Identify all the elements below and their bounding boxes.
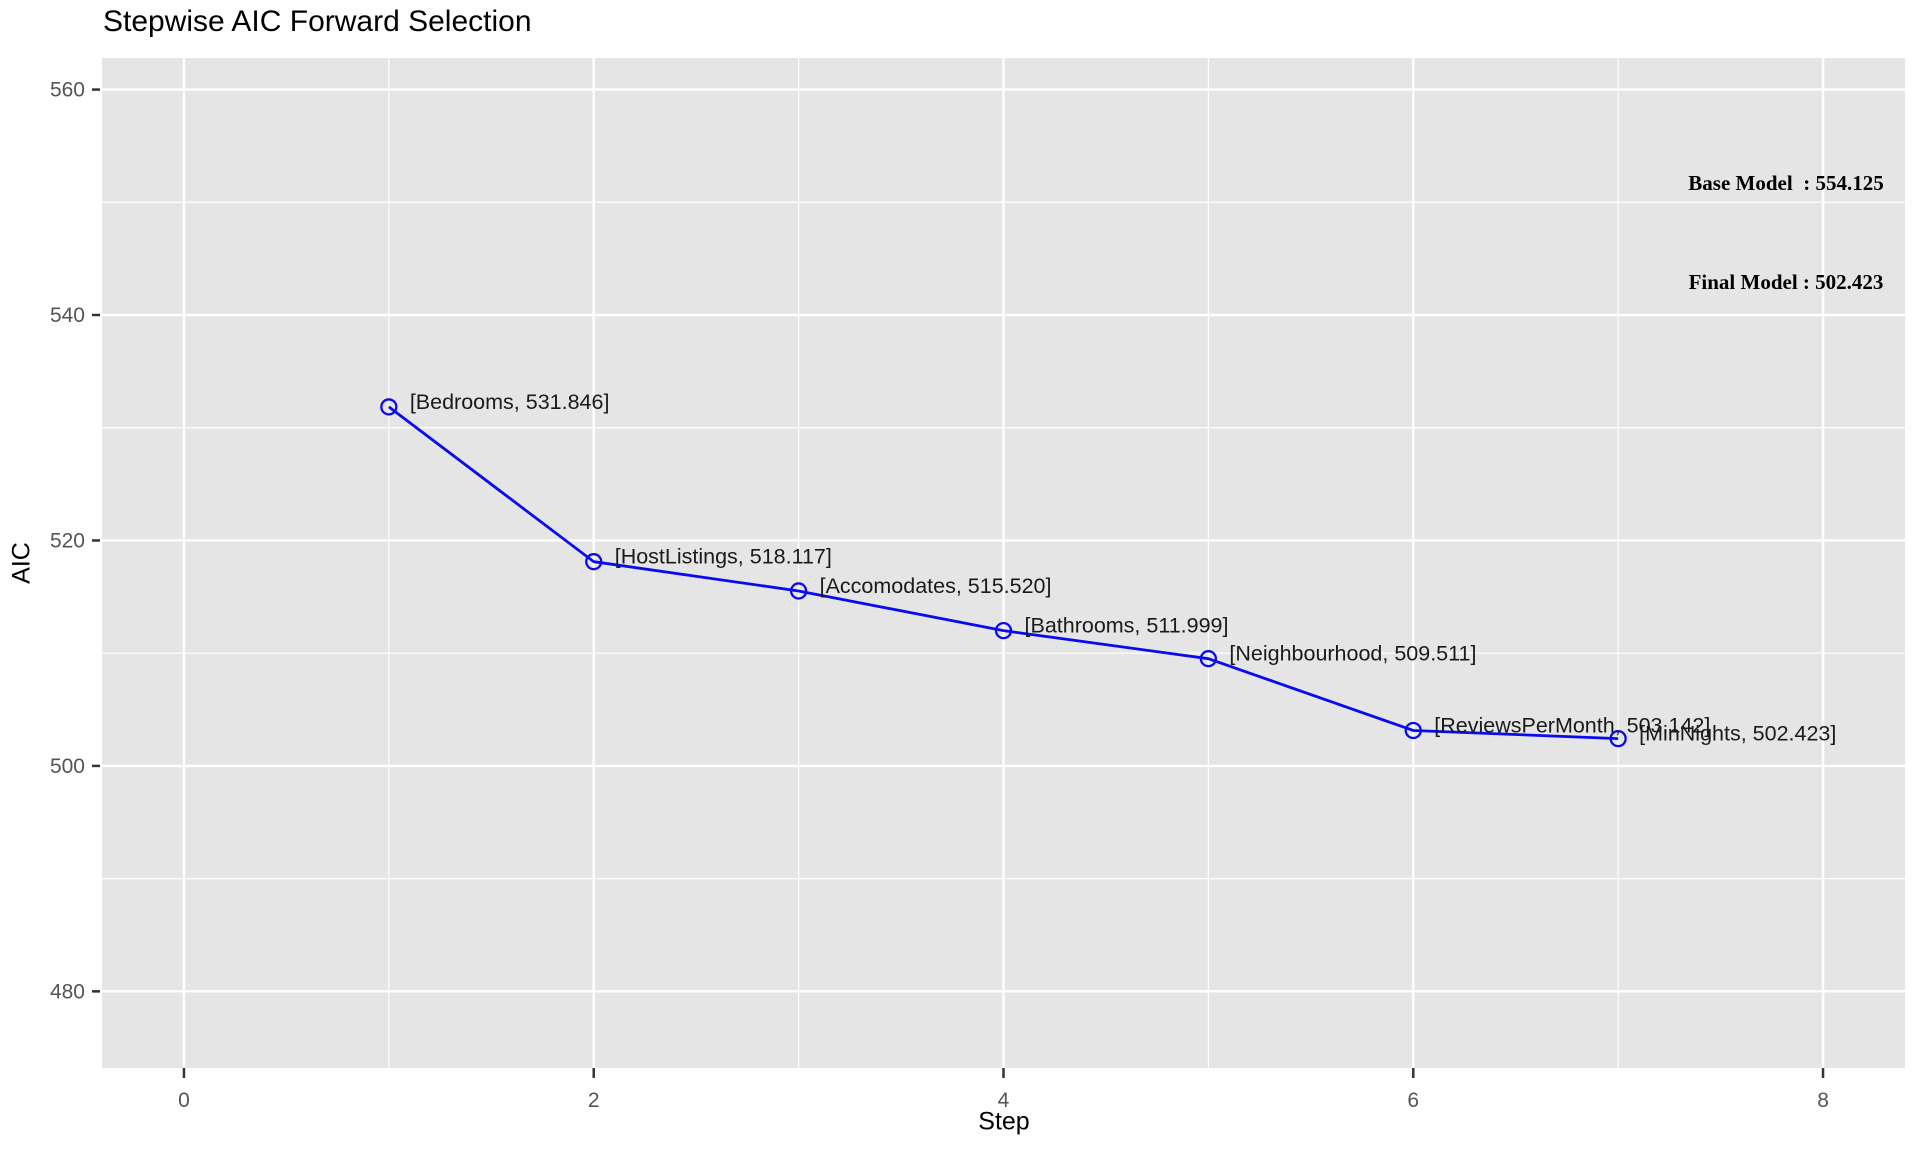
y-tick-label: 540 [50, 304, 85, 327]
data-point-label: [Bathrooms, 511.999] [1025, 614, 1229, 638]
x-tick-label: 6 [1407, 1089, 1419, 1112]
data-point-marker [585, 553, 603, 571]
data-point-label: [Bedrooms, 531.846] [410, 390, 610, 414]
data-point-marker [380, 398, 398, 416]
y-tick-label: 560 [50, 79, 85, 102]
series-line [387, 405, 1619, 740]
data-point-marker [1199, 650, 1218, 668]
data-point-marker [1609, 729, 1627, 748]
data-point-label: [Neighbourhood, 509.511] [1229, 642, 1476, 666]
y-axis-title: AIC [7, 542, 36, 584]
annotation-box: Base Model : 554.125 Final Model : 502.4… [1656, 101, 1916, 365]
x-tick-label: 4 [998, 1089, 1010, 1112]
annotation-base-model: Base Model : 554.125 [1688, 171, 1884, 195]
y-tick-label: 500 [50, 755, 85, 778]
annotation-final-model: Final Model : 502.423 [1688, 270, 1884, 294]
data-point-label: [HostListings, 518.117] [615, 545, 832, 569]
y-tick-label: 520 [50, 529, 85, 552]
data-point-marker [789, 582, 808, 600]
y-tick-label: 480 [50, 980, 85, 1003]
data-point-marker [1404, 721, 1422, 740]
data-point-label: [MinNights, 502.423] [1639, 722, 1836, 746]
x-axis-title: Step [978, 1107, 1030, 1136]
data-point-label: [Accomodates, 515.520] [820, 574, 1052, 598]
data-point-marker [994, 621, 1013, 640]
chart-title: Stepwise AIC Forward Selection [103, 5, 532, 38]
x-tick-label: 0 [178, 1089, 190, 1112]
x-tick-label: 2 [588, 1089, 600, 1112]
x-tick-label: 8 [1817, 1089, 1829, 1112]
data-point-label: [ReviewsPerMonth, 503.142] [1434, 713, 1710, 737]
